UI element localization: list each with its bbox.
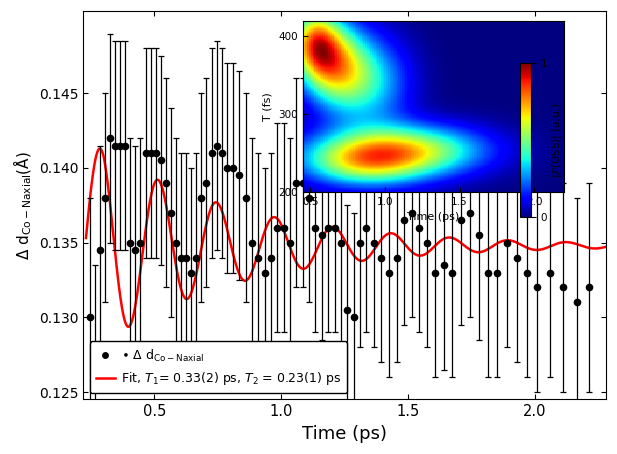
- X-axis label: Time (ps): Time (ps): [302, 425, 387, 443]
- Y-axis label: $\Delta$ d$_{\rm Co-Naxial}$($\rm\AA$): $\Delta$ d$_{\rm Co-Naxial}$($\rm\AA$): [11, 151, 33, 260]
- Y-axis label: |$\mathcal{F}$(OSS)| (a.u.): |$\mathcal{F}$(OSS)| (a.u.): [550, 103, 564, 178]
- Legend: $\bullet$ $\Delta$ d$_{\rm Co-Naxial}$, Fit, $T_1$= 0.33(2) ps, $T_2$ = 0.23(1) : $\bullet$ $\Delta$ d$_{\rm Co-Naxial}$, …: [89, 341, 347, 393]
